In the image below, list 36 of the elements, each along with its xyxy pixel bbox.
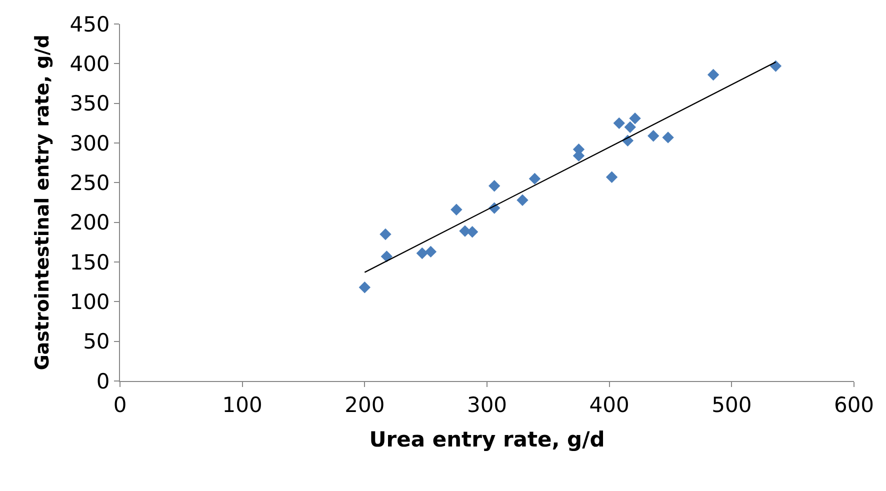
- point: [613, 117, 625, 130]
- x-tick-label: 500: [712, 393, 752, 418]
- x-tick-label: 400: [589, 393, 630, 418]
- x-tick-label: 600: [834, 393, 874, 418]
- y-tick-label: 200: [70, 210, 110, 235]
- point: [606, 171, 618, 183]
- y-tick-label: 150: [70, 250, 110, 274]
- point: [488, 180, 500, 192]
- point: [662, 132, 674, 144]
- x-tick-label: 100: [222, 393, 262, 418]
- y-tick-label: 250: [70, 171, 110, 196]
- y-tick-label: 50: [83, 330, 110, 354]
- y-axis-title: Gastrointestinal entry rate, g/d: [32, 34, 54, 370]
- x-tick-label: 200: [344, 393, 385, 418]
- point: [707, 68, 720, 81]
- y-tick-label: 300: [70, 131, 110, 156]
- x-tick-label: 300: [466, 393, 508, 418]
- point: [624, 121, 636, 133]
- y-tick-label: 350: [70, 92, 110, 116]
- point: [380, 228, 392, 240]
- point: [358, 282, 371, 294]
- point: [424, 246, 437, 258]
- point: [648, 130, 660, 142]
- point: [516, 194, 528, 206]
- y-tick-label: 450: [70, 12, 110, 36]
- point: [528, 172, 541, 185]
- x-axis-title: Urea entry rate, g/d: [369, 427, 605, 452]
- y-tick-label: 0: [96, 369, 110, 394]
- y-tick-label: 400: [70, 52, 110, 76]
- point: [770, 60, 782, 72]
- point: [629, 112, 641, 124]
- y-tick-label: 100: [70, 290, 110, 314]
- x-tick-label: 0: [113, 393, 127, 418]
- point: [416, 247, 428, 260]
- point: [450, 204, 462, 216]
- point: [380, 250, 393, 262]
